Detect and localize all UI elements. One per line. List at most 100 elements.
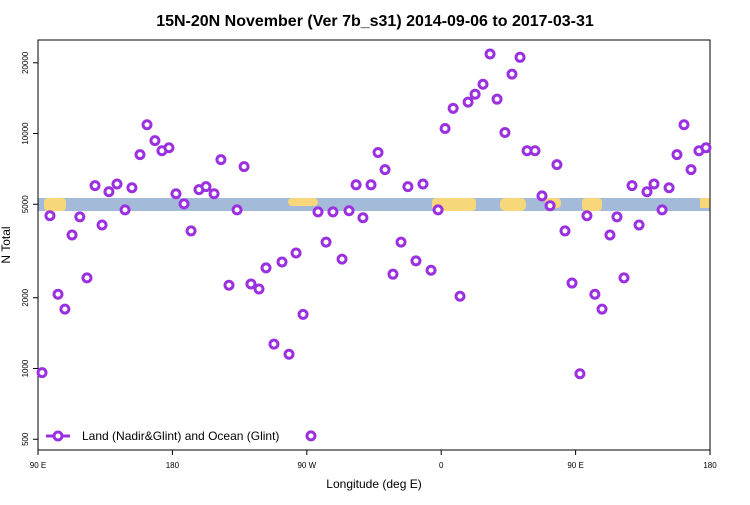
point (425, 264, 437, 276)
point (119, 204, 131, 216)
land-patch (700, 198, 710, 208)
land-patch (288, 198, 318, 206)
point (499, 126, 511, 138)
point (678, 119, 690, 131)
point (305, 430, 317, 442)
point (432, 204, 444, 216)
point (559, 225, 571, 237)
point (589, 288, 601, 300)
point (327, 206, 339, 218)
x-tick-label: 90 E (567, 461, 583, 470)
x-axis-label: Longitude (deg E) (326, 477, 421, 491)
point (387, 268, 399, 280)
point (103, 186, 115, 198)
y-axis-label: N Total (0, 226, 13, 263)
point (506, 68, 518, 80)
point (149, 135, 161, 147)
point (372, 147, 384, 159)
point (141, 119, 153, 131)
point (439, 123, 451, 135)
ocean-band (38, 198, 710, 211)
y-tick-label: 10000 (21, 122, 30, 145)
point (365, 179, 377, 191)
point (52, 288, 64, 300)
point (484, 48, 496, 60)
point (596, 303, 608, 315)
point (268, 338, 280, 350)
land-patch (44, 198, 66, 211)
point (253, 283, 265, 295)
point (544, 200, 556, 212)
x-tick-label: 180 (703, 461, 717, 470)
point (395, 236, 407, 248)
point (74, 211, 86, 223)
point (410, 255, 422, 267)
point (350, 179, 362, 191)
point (454, 290, 466, 302)
point (611, 211, 623, 223)
y-tick-label: 20000 (21, 51, 30, 74)
point (574, 368, 586, 380)
point (417, 178, 429, 190)
point (633, 219, 645, 231)
point (66, 229, 78, 241)
point (604, 229, 616, 241)
point (581, 210, 593, 222)
point (566, 277, 578, 289)
land-patch (500, 198, 526, 211)
x-tick-label: 180 (166, 461, 180, 470)
x-tick-label: 0 (439, 461, 444, 470)
point (402, 181, 414, 193)
point (163, 142, 175, 154)
y-tick-label: 5000 (21, 195, 30, 213)
point (231, 204, 243, 216)
point (245, 278, 257, 290)
point (700, 142, 712, 154)
x-tick-label: 90 W (297, 461, 316, 470)
point (297, 308, 309, 320)
point (656, 204, 668, 216)
point (260, 262, 272, 274)
y-tick-label: 2000 (21, 288, 30, 306)
plot-frame (37, 39, 711, 451)
point (312, 206, 324, 218)
point (81, 272, 93, 284)
point (283, 348, 295, 360)
point (170, 188, 182, 200)
chart-title: 15N-20N November (Ver 7b_s31) 2014-09-06… (156, 13, 594, 30)
point (208, 188, 220, 200)
point (536, 190, 548, 202)
point (59, 303, 71, 315)
point (663, 182, 675, 194)
point (641, 186, 653, 198)
point (126, 182, 138, 194)
point (111, 178, 123, 190)
point (469, 88, 481, 100)
point (477, 78, 489, 90)
legend-marker (52, 430, 64, 442)
point (36, 367, 48, 379)
point (618, 272, 630, 284)
point (336, 253, 348, 265)
point (626, 180, 638, 192)
point (223, 279, 235, 291)
y-tick-label: 500 (21, 432, 30, 446)
point (685, 164, 697, 176)
point (290, 247, 302, 259)
y-tick-label: 1000 (21, 359, 30, 377)
point (215, 154, 227, 166)
point (320, 236, 332, 248)
x-tick-label: 90 E (30, 461, 46, 470)
point (447, 102, 459, 114)
land-patch (582, 198, 602, 211)
point (44, 210, 56, 222)
point (648, 178, 660, 190)
point (200, 181, 212, 193)
point (238, 161, 250, 173)
point (551, 159, 563, 171)
map-strip (38, 198, 710, 211)
point (529, 145, 541, 157)
point (491, 93, 503, 105)
